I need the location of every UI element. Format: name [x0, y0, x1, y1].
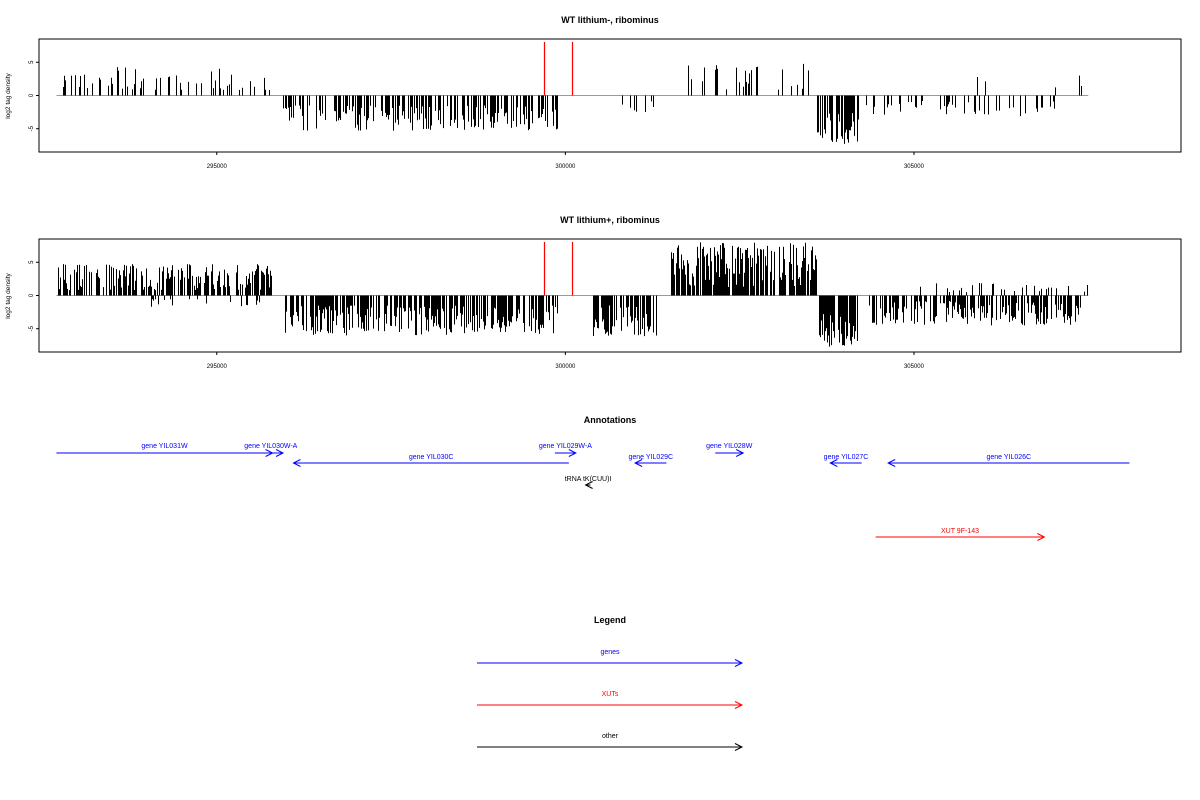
annotation-label: gene YIL026C: [986, 454, 1031, 461]
annotation-arrow: [292, 459, 569, 467]
annotations-panel: Annotations gene YIL031W gene YIL030W-Age…: [56, 415, 1130, 541]
annotation-arrow: [633, 459, 667, 467]
panel-2-ylabel: log2 tag density: [5, 272, 12, 318]
x-tick-label: 300000: [555, 364, 576, 370]
annotation-arrow: [554, 449, 577, 457]
annotation-label: tRNA tK(CUU)I: [565, 476, 612, 483]
x-tick-label: 295000: [207, 364, 228, 370]
panel-2-bars: [56, 242, 1089, 347]
y-tick-label: 5: [29, 260, 35, 264]
legend: Legend genes XUTs other: [477, 615, 744, 751]
panel-1-ylabel: log2 tag density: [5, 72, 12, 118]
legend-arrow: [477, 659, 744, 667]
y-tick-label: -5: [29, 125, 35, 131]
panel-2-markers: [543, 242, 574, 296]
annotation-arrow: [584, 481, 593, 489]
annotation-arrow: [829, 459, 862, 467]
track-panel-1: WT lithium-, ribominus -5 0 5 295000 300000 3…: [5, 15, 1182, 170]
legend-arrow: [477, 743, 744, 751]
x-tick-label: 305000: [904, 164, 925, 170]
legend-label: other: [602, 733, 619, 740]
annotation-label: gene YIL029W-A: [539, 443, 592, 450]
annotation-label: gene YIL031W: [141, 443, 188, 450]
annotation-arrow: [715, 449, 745, 457]
annotation-label: gene YIL030W-A: [244, 443, 297, 450]
annotation-arrow: [887, 459, 1130, 467]
legend-label: genes: [600, 649, 620, 656]
panel-1-axes: -5 0 5 295000 300000 305000: [29, 60, 925, 170]
annotation-arrow: [875, 533, 1046, 541]
panel-1-bars: [56, 63, 1089, 144]
y-tick-label: 0: [29, 93, 35, 97]
annotation-label: gene YIL028W: [706, 443, 753, 450]
annotation-arrow: [258, 449, 285, 457]
legend-title: Legend: [594, 615, 626, 625]
legend-items: genes XUTs other: [477, 649, 744, 751]
panel-2-axes: -5 0 5 295000 300000 305000: [29, 260, 925, 370]
x-tick-label: 305000: [904, 364, 925, 370]
annotations-title: Annotations: [584, 415, 637, 425]
legend-label: XUTs: [602, 691, 619, 698]
y-tick-label: 0: [29, 293, 35, 297]
annotation-label: gene YIL029C: [628, 454, 673, 461]
annotation-label: gene YIL030C: [409, 454, 454, 461]
annotation-label: XUT 9F-143: [941, 528, 979, 535]
x-tick-label: 300000: [555, 164, 576, 170]
annotation-arrow: [56, 449, 274, 457]
annotation-label: gene YIL027C: [824, 454, 869, 461]
y-tick-label: 5: [29, 60, 35, 64]
panel-1-markers: [543, 42, 574, 96]
legend-arrow: [477, 701, 744, 709]
annotation-arrows: gene YIL031W gene YIL030W-A gene YIL030C ge…: [56, 443, 1130, 541]
panel-1-title: WT lithium-, ribominus: [561, 15, 659, 25]
x-tick-label: 295000: [207, 164, 228, 170]
panel-2-title: WT lithium+, ribominus: [560, 215, 660, 225]
track-panel-2: WT lithium+, ribominus -5 0 5 295000 300000 3…: [5, 215, 1182, 370]
y-tick-label: -5: [29, 325, 35, 331]
